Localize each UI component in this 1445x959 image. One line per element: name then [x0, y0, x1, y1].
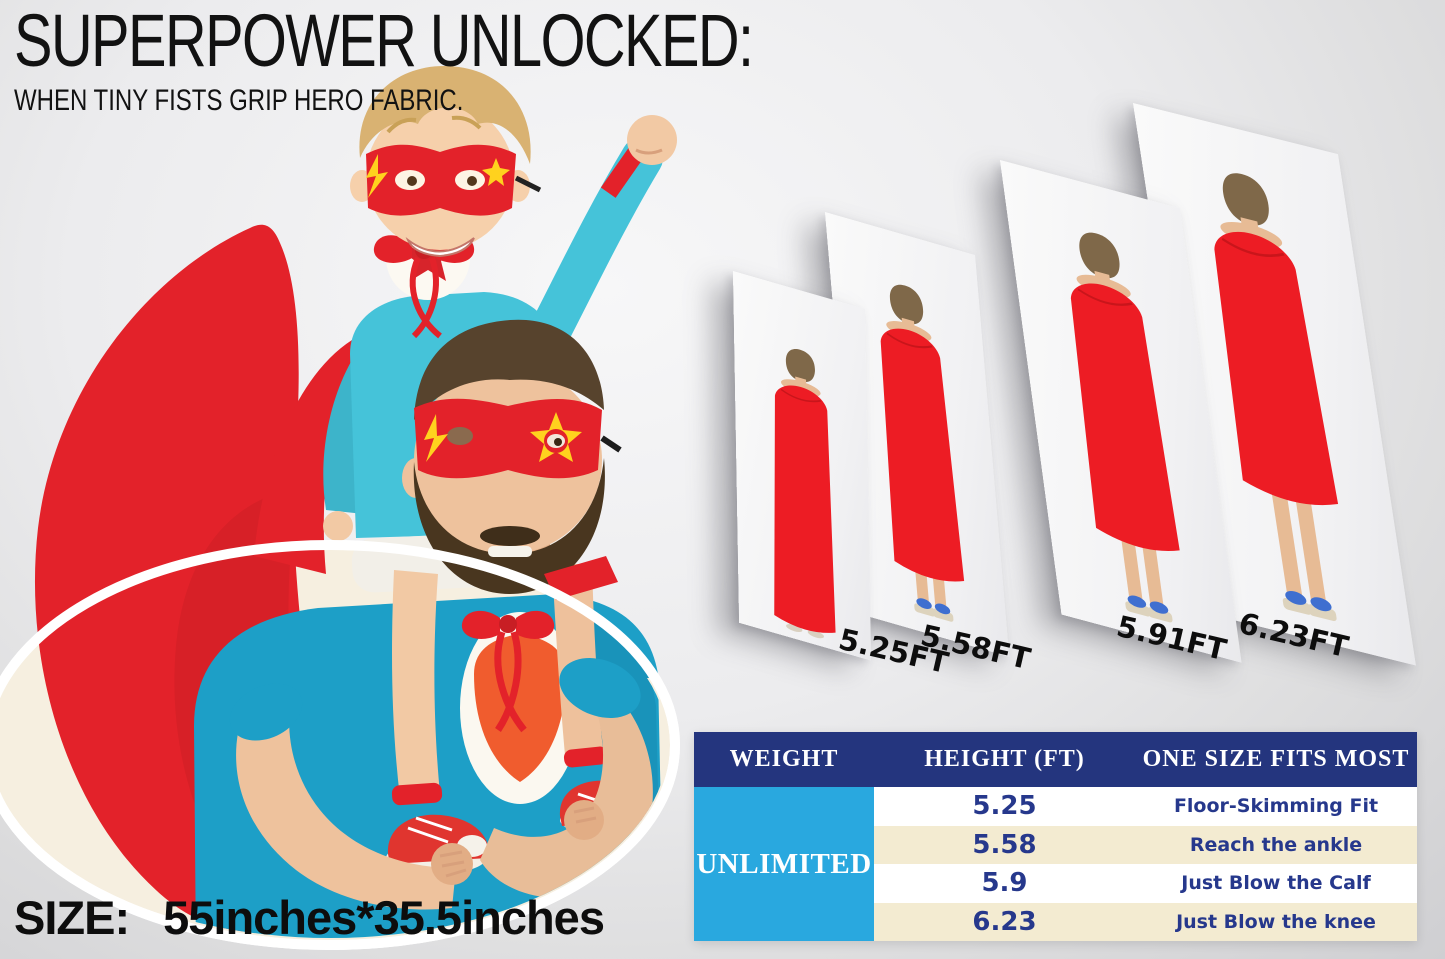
table-weight-value: UNLIMITED	[694, 787, 874, 941]
headline-title: SUPERPOWER UNLOCKED:	[14, 0, 754, 82]
table-fit-value: Just Blow the Calf	[1135, 864, 1417, 903]
table-height-value: 6.23	[874, 902, 1135, 941]
table-header-height: HEIGHT (FT)	[874, 732, 1135, 787]
height-panel-2	[825, 212, 1010, 657]
headline-subtitle: WHEN TINY FISTS GRIP HERO FABRIC.	[14, 84, 464, 117]
kid-fist	[627, 115, 677, 165]
size-table: WEIGHT HEIGHT (FT) ONE SIZE FITS MOST UN…	[694, 732, 1417, 941]
table-fit-value: Just Blow the knee	[1135, 902, 1417, 941]
height-panel-4	[1133, 103, 1416, 666]
height-panel-1	[733, 271, 872, 661]
table-fit-value: Floor-Skimming Fit	[1135, 787, 1417, 826]
table-header-weight: WEIGHT	[694, 732, 874, 787]
family-photo-illustration	[0, 66, 680, 950]
table-height-value: 5.25	[874, 787, 1135, 826]
size-label: SIZE:	[14, 891, 130, 944]
table-fit-value: Reach the ankle	[1135, 825, 1417, 864]
caped-figure-illustration	[1214, 173, 1339, 622]
kid-hair	[359, 66, 531, 164]
table-header-fit: ONE SIZE FITS MOST	[1135, 732, 1417, 787]
height-panel-3	[1000, 160, 1242, 663]
table-height-value: 5.58	[874, 825, 1135, 864]
dad-hair	[414, 319, 604, 420]
table-height-value: 5.9	[874, 864, 1135, 903]
headline: SUPERPOWER UNLOCKED: WHEN TINY FISTS GRI…	[14, 4, 961, 118]
kid-mask	[366, 144, 516, 216]
size-note: SIZE: 55inches*35.5inches	[14, 890, 605, 945]
caped-figure-illustration	[774, 348, 836, 638]
caped-figure-illustration	[1071, 233, 1180, 623]
caped-figure-illustration	[880, 284, 964, 622]
size-value: 55inches*35.5inches	[163, 891, 605, 944]
